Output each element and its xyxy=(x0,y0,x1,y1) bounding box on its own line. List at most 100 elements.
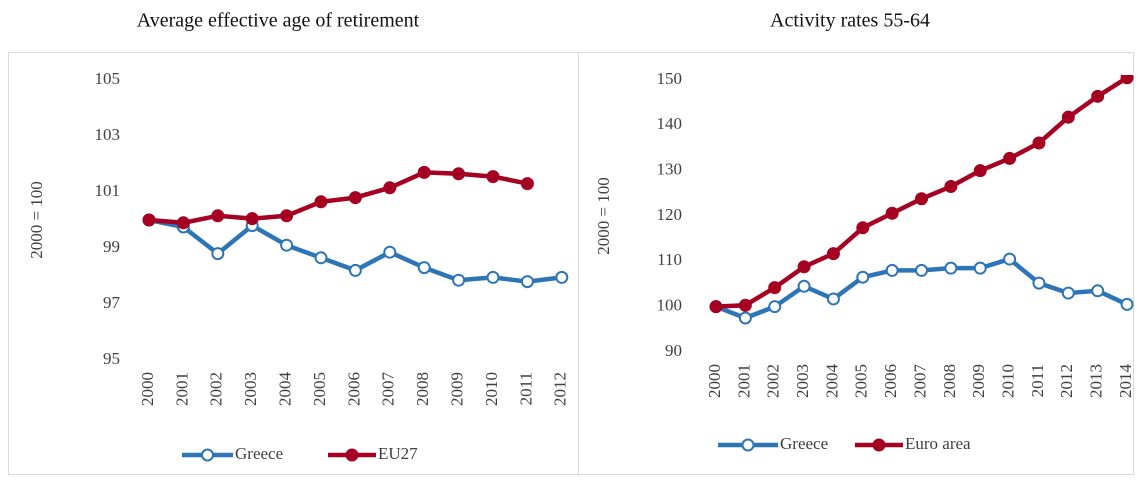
x-tick-label: 2012 xyxy=(551,372,570,406)
data-point xyxy=(1091,89,1105,103)
data-point xyxy=(1032,276,1046,290)
data-point xyxy=(768,281,782,295)
y-tick-label: 120 xyxy=(657,205,683,224)
plot-area xyxy=(142,165,569,289)
data-point xyxy=(738,298,752,312)
data-point xyxy=(520,177,534,191)
data-point xyxy=(348,191,362,205)
x-tick-label: 2008 xyxy=(413,372,432,406)
data-point xyxy=(176,216,190,230)
x-tick-label: 2000 xyxy=(138,372,157,406)
data-point xyxy=(826,292,840,306)
data-point xyxy=(452,273,466,287)
data-point xyxy=(314,251,328,265)
plot-area xyxy=(709,75,1134,325)
data-point xyxy=(915,263,929,277)
x-tick-label: 2006 xyxy=(344,372,363,406)
data-point xyxy=(1061,110,1075,124)
x-tick-label: 2002 xyxy=(764,364,783,398)
data-point xyxy=(245,212,259,226)
data-point xyxy=(452,167,466,181)
data-point xyxy=(555,270,569,284)
y-tick-label: 99 xyxy=(103,237,120,256)
series-line xyxy=(148,170,528,226)
data-point xyxy=(348,263,362,277)
data-point xyxy=(520,275,534,289)
panel-border xyxy=(578,52,1134,475)
x-tick-label: 2011 xyxy=(516,372,535,405)
data-point xyxy=(973,261,987,275)
data-point xyxy=(486,270,500,284)
y-tick-label: 100 xyxy=(657,296,683,315)
data-point xyxy=(885,263,899,277)
x-tick-label: 2007 xyxy=(910,364,929,399)
data-point xyxy=(1120,75,1134,85)
y-tick-label: 90 xyxy=(665,341,682,360)
data-point xyxy=(797,260,811,274)
data-point xyxy=(417,261,431,275)
x-tick-label: 2007 xyxy=(379,372,398,407)
data-point xyxy=(1061,286,1075,300)
legend-marker xyxy=(872,438,886,452)
x-tick-label: 2003 xyxy=(241,372,260,406)
chart-title: Average effective age of retirement xyxy=(137,10,420,32)
data-point xyxy=(944,180,958,194)
x-tick-label: 2012 xyxy=(1057,364,1076,398)
x-tick-label: 2005 xyxy=(310,372,329,406)
x-tick-label: 2002 xyxy=(207,372,226,406)
data-point xyxy=(1003,252,1017,266)
x-tick-label: 2000 xyxy=(705,364,724,398)
legend-marker xyxy=(201,448,214,462)
x-tick-label: 2001 xyxy=(734,364,753,398)
x-tick-label: 2004 xyxy=(822,364,841,399)
x-tick-label: 2009 xyxy=(969,364,988,398)
legend-label: Greece xyxy=(780,434,828,453)
y-axis-label: 2000 = 100 xyxy=(594,177,613,255)
data-point xyxy=(797,279,811,293)
data-point xyxy=(1120,297,1134,311)
legend-marker xyxy=(345,448,359,462)
y-tick-label: 110 xyxy=(657,250,682,269)
data-point xyxy=(211,247,225,261)
x-tick-label: 2011 xyxy=(1028,364,1047,397)
data-point xyxy=(709,300,723,314)
data-point xyxy=(856,221,870,235)
data-point xyxy=(1003,151,1017,165)
data-point xyxy=(856,270,870,284)
panel-border xyxy=(8,52,579,475)
x-tick-label: 2010 xyxy=(999,364,1018,398)
data-point xyxy=(280,238,294,252)
x-tick-label: 2001 xyxy=(172,372,191,406)
data-point xyxy=(486,170,500,184)
y-tick-label: 140 xyxy=(657,114,683,133)
data-point xyxy=(768,300,782,314)
data-point xyxy=(915,192,929,206)
y-tick-label: 95 xyxy=(103,349,120,368)
data-point xyxy=(1032,136,1046,150)
x-tick-label: 2006 xyxy=(881,364,900,398)
data-point xyxy=(280,209,294,223)
data-point xyxy=(885,206,899,220)
x-tick-label: 2013 xyxy=(1087,364,1106,398)
legend-label: Euro area xyxy=(905,434,971,453)
y-tick-label: 130 xyxy=(657,160,683,179)
x-tick-label: 2004 xyxy=(276,372,295,407)
y-tick-label: 105 xyxy=(95,69,121,88)
y-tick-label: 150 xyxy=(657,69,683,88)
x-tick-label: 2008 xyxy=(940,364,959,398)
x-tick-label: 2003 xyxy=(793,364,812,398)
x-tick-label: 2005 xyxy=(852,364,871,398)
data-point xyxy=(1091,284,1105,298)
data-point xyxy=(314,195,328,209)
y-tick-label: 101 xyxy=(95,181,121,200)
data-point xyxy=(383,181,397,195)
data-point xyxy=(383,245,397,259)
x-tick-label: 2014 xyxy=(1116,364,1135,399)
data-point xyxy=(417,165,431,179)
x-tick-label: 2009 xyxy=(448,372,467,406)
y-tick-label: 97 xyxy=(103,293,121,312)
y-axis-label: 2000 = 100 xyxy=(27,181,46,259)
legend-marker xyxy=(741,438,755,452)
data-point xyxy=(211,209,225,223)
